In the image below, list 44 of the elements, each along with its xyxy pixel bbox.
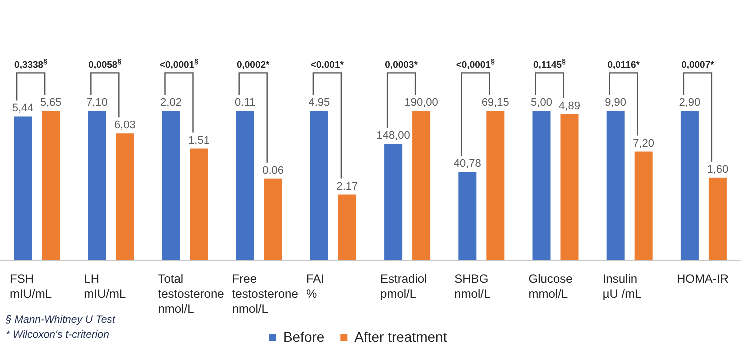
x-tick-label: LH mIU/mL [84,272,126,301]
data-label: 7,20 [633,138,655,150]
x-tick-label: SHBG nmol/L [454,272,491,301]
text: 0,0007* [682,60,715,72]
text: 0,0002* [236,60,270,72]
x-tick-label: FSH mIU/mL [10,272,52,301]
data-label: 9,90 [605,97,627,110]
data-label: 2,02 [160,97,182,110]
data-label: 4,89 [559,100,580,112]
data-label: 5,00 [531,97,552,110]
data-label: 5,65 [40,97,62,110]
data-label: 2,90 [679,97,701,110]
legend-label: After treatment [354,329,448,345]
text: <0.001* [310,60,344,72]
data-label: 148,00 [376,130,410,142]
data-label: 0.11 [235,97,256,110]
text: * Wilcoxon's t-criterion [6,329,110,341]
data-label: 40,78 [454,158,482,170]
data-label: 0.06 [262,164,284,177]
text: § Mann-Whitney U Test [5,314,116,326]
text: 0,0003* [385,60,418,72]
data-label: 2.17 [336,180,358,193]
data-label: 190,00 [404,97,438,110]
text: 0,1145$^{§}$ [533,58,566,72]
x-tick-label: Insulin µU /mL [602,272,642,301]
text: <0,0001$^{§}$ [456,58,495,72]
data-label: 1,60 [707,164,729,176]
x-tick-label: Total testosterone nmol/L [158,272,225,316]
text: <0,0001$^{§}$ [160,58,199,72]
data-label: 1,51 [188,134,210,147]
data-label: 5,44 [12,102,34,115]
x-tick-label: FAI % [306,272,324,301]
data-label: 7,10 [86,97,108,110]
legend-label: Before [283,329,325,345]
x-tick-label: Free testosterone nmol/L [232,272,299,316]
text: 0,0116* [608,60,640,72]
x-tick-label: Glucose mmol/L [528,272,574,301]
data-label: 6,03 [114,120,136,132]
x-tick-label: HOMA-IR [676,272,730,286]
data-label: 69,15 [482,97,510,110]
data-label: 4.95 [308,97,330,110]
text: 0,0058$^{§}$ [88,58,122,72]
text: 0,3338$^{§}$ [14,58,48,72]
x-tick-label: Estradiol pmol/L [380,272,428,301]
